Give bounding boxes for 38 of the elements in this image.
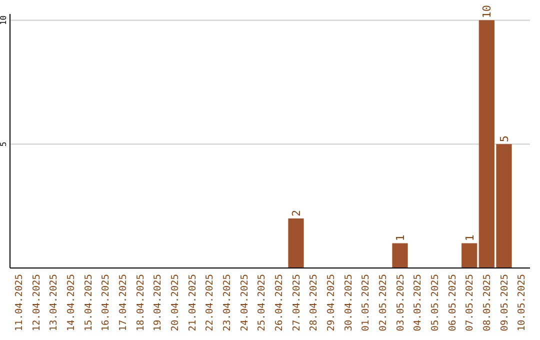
x-tick-label: 05.05.2025: [430, 274, 441, 332]
x-tick-label: 14.04.2025: [66, 274, 77, 332]
x-tick-label: 24.04.2025: [239, 274, 250, 332]
x-tick-label: 02.05.2025: [378, 274, 389, 332]
data-label: 2: [290, 210, 303, 216]
x-tick-label: 22.04.2025: [204, 274, 216, 332]
x-tick-label: 17.04.2025: [118, 274, 129, 332]
bar: [462, 243, 478, 268]
x-tick-label: 18.04.2025: [135, 274, 146, 332]
data-label: 10: [480, 4, 494, 18]
x-tick-label: 29.04.2025: [326, 274, 337, 332]
x-tick-label: 27.04.2025: [291, 274, 302, 332]
x-tick-label: 28.04.2025: [308, 274, 320, 332]
x-tick-label: 30.04.2025: [343, 274, 354, 332]
x-tick-label: 13.04.2025: [48, 274, 60, 332]
x-tick-label: 21.04.2025: [187, 274, 198, 332]
x-tick-label: 09.05.2025: [499, 274, 510, 332]
x-tick-label: 04.05.2025: [412, 274, 424, 332]
x-tick-label: 08.05.2025: [482, 274, 493, 332]
data-label: 1: [394, 234, 407, 242]
bar: [288, 218, 304, 268]
x-tick-label: 16.04.2025: [100, 274, 112, 332]
x-tick-label: 26.04.2025: [274, 274, 285, 332]
x-tick-label: 23.04.2025: [222, 274, 233, 332]
x-tick-label: 15.04.2025: [83, 274, 94, 332]
x-tick-label: 20.04.2025: [170, 274, 181, 332]
data-label: 5: [498, 135, 511, 142]
bar: [392, 243, 408, 268]
x-tick-label: 19.04.2025: [152, 274, 164, 332]
x-tick-label: 01.05.2025: [360, 274, 372, 332]
x-tick-label: 03.05.2025: [395, 274, 406, 332]
x-tick-label: 25.04.2025: [256, 274, 268, 332]
x-tick-label: 06.05.2025: [447, 274, 458, 332]
x-tick-label: 12.04.2025: [31, 274, 42, 332]
x-tick-label: 11.04.2025: [14, 274, 25, 332]
x-tick-label: 10.05.2025: [516, 274, 528, 332]
x-tick-label: 07.05.2025: [464, 274, 476, 332]
data-label: 1: [463, 234, 476, 242]
